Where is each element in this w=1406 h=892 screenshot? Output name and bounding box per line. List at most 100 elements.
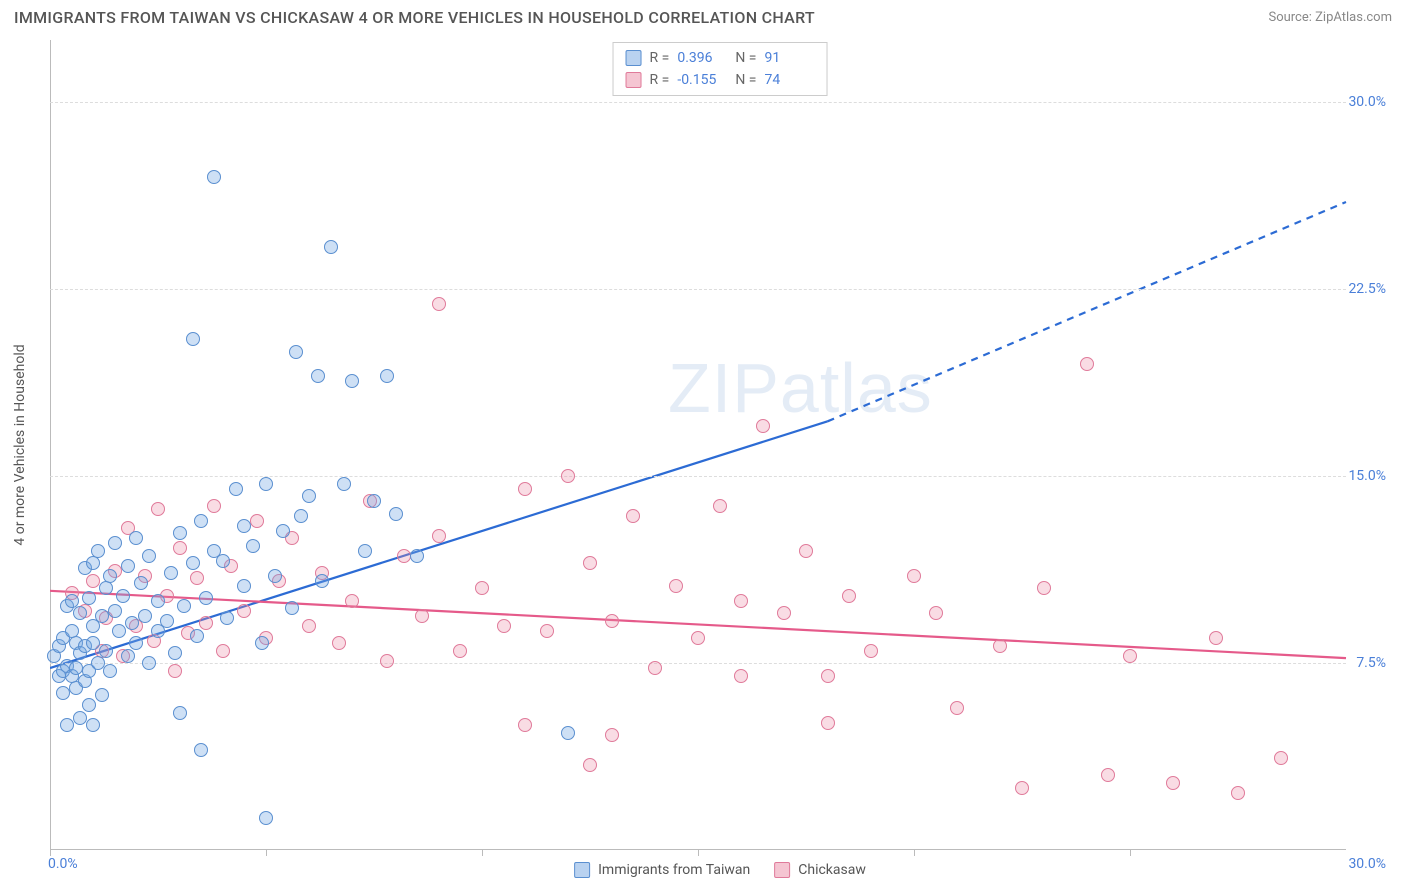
data-point — [475, 581, 489, 595]
legend-stat-row: R = -0.155 N = 74 — [626, 69, 815, 91]
data-point — [190, 629, 204, 643]
legend-swatch — [626, 50, 642, 66]
source-label: Source: ZipAtlas.com — [1268, 10, 1392, 25]
data-point — [268, 569, 282, 583]
data-point — [380, 369, 394, 383]
data-point — [285, 601, 299, 615]
data-point — [190, 571, 204, 585]
data-point — [332, 636, 346, 650]
plot-area: ZIPatlas R =0.396N =91R =-0.155N =74 7.5… — [50, 40, 1390, 850]
data-point — [69, 661, 83, 675]
data-point — [103, 664, 117, 678]
n-label: N = — [735, 47, 756, 69]
data-point — [129, 531, 143, 545]
data-point — [734, 594, 748, 608]
data-point — [540, 624, 554, 638]
r-value: -0.155 — [677, 69, 727, 91]
data-point — [129, 636, 143, 650]
data-point — [950, 701, 964, 715]
data-point — [864, 644, 878, 658]
y-axis-line — [50, 40, 51, 850]
x-tick — [698, 850, 699, 856]
data-point — [255, 636, 269, 650]
data-point — [756, 419, 770, 433]
data-point — [324, 240, 338, 254]
data-point — [561, 469, 575, 483]
data-point — [91, 544, 105, 558]
data-point — [229, 482, 243, 496]
data-point — [410, 549, 424, 563]
data-point — [65, 594, 79, 608]
data-point — [302, 619, 316, 633]
data-point — [168, 646, 182, 660]
data-point — [91, 656, 105, 670]
x-axis-max-label: 30.0% — [1348, 856, 1386, 872]
data-point — [82, 698, 96, 712]
data-point — [648, 661, 662, 675]
data-point — [1209, 631, 1223, 645]
data-point — [95, 609, 109, 623]
y-axis-label: 4 or more Vehicles in Household — [12, 344, 28, 545]
data-point — [821, 716, 835, 730]
data-point — [777, 606, 791, 620]
data-point — [907, 569, 921, 583]
data-point — [199, 591, 213, 605]
data-point — [315, 574, 329, 588]
trend-lines — [50, 40, 1390, 850]
data-point — [345, 594, 359, 608]
data-point — [345, 374, 359, 388]
data-point — [1015, 781, 1029, 795]
data-point — [1037, 581, 1051, 595]
data-point — [86, 718, 100, 732]
r-label: R = — [650, 47, 670, 69]
r-label: R = — [650, 69, 670, 91]
legend-swatch — [774, 862, 790, 878]
data-point — [250, 514, 264, 528]
data-point — [289, 345, 303, 359]
data-point — [151, 594, 165, 608]
data-point — [1101, 768, 1115, 782]
data-point — [259, 477, 273, 491]
data-point — [237, 519, 251, 533]
data-point — [216, 554, 230, 568]
x-axis-min-label: 0.0% — [48, 856, 78, 872]
legend-series-label: Immigrants from Taiwan — [598, 862, 750, 878]
data-point — [207, 170, 221, 184]
data-point — [311, 369, 325, 383]
data-point — [842, 589, 856, 603]
data-point — [432, 529, 446, 543]
data-point — [669, 579, 683, 593]
chart-title: IMMIGRANTS FROM TAIWAN VS CHICKASAW 4 OR… — [14, 8, 815, 27]
data-point — [73, 711, 87, 725]
data-point — [194, 514, 208, 528]
data-point — [103, 569, 117, 583]
data-point — [294, 509, 308, 523]
data-point — [1166, 776, 1180, 790]
n-label: N = — [735, 69, 756, 91]
data-point — [432, 297, 446, 311]
data-point — [142, 549, 156, 563]
data-point — [389, 507, 403, 521]
data-point — [173, 541, 187, 555]
legend-correlation: R =0.396N =91R = -0.155 N = 74 — [613, 42, 828, 96]
chart-container: 4 or more Vehicles in Household ZIPatlas… — [50, 40, 1390, 850]
data-point — [86, 556, 100, 570]
data-point — [1123, 649, 1137, 663]
data-point — [276, 524, 290, 538]
data-point — [302, 489, 316, 503]
data-point — [605, 728, 619, 742]
y-tick-label: 15.0% — [1348, 468, 1386, 484]
data-point — [186, 556, 200, 570]
data-point — [168, 664, 182, 678]
data-point — [82, 591, 96, 605]
data-point — [125, 616, 139, 630]
data-point — [626, 509, 640, 523]
data-point — [108, 536, 122, 550]
legend-swatch — [574, 862, 590, 878]
gridline — [50, 102, 1346, 103]
n-value: 74 — [764, 69, 814, 91]
data-point — [160, 614, 174, 628]
data-point — [583, 556, 597, 570]
legend-stat-row: R =0.396N =91 — [626, 47, 815, 69]
data-point — [518, 482, 532, 496]
